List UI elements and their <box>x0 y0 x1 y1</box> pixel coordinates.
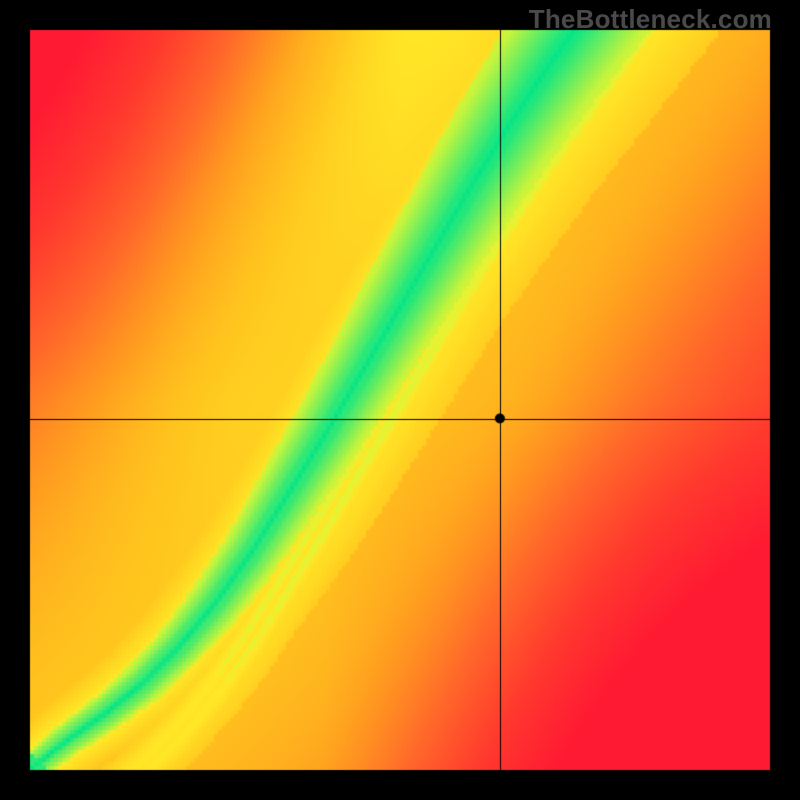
watermark-text: TheBottleneck.com <box>529 4 772 35</box>
chart-container: TheBottleneck.com <box>0 0 800 800</box>
heatmap-canvas <box>0 0 800 800</box>
